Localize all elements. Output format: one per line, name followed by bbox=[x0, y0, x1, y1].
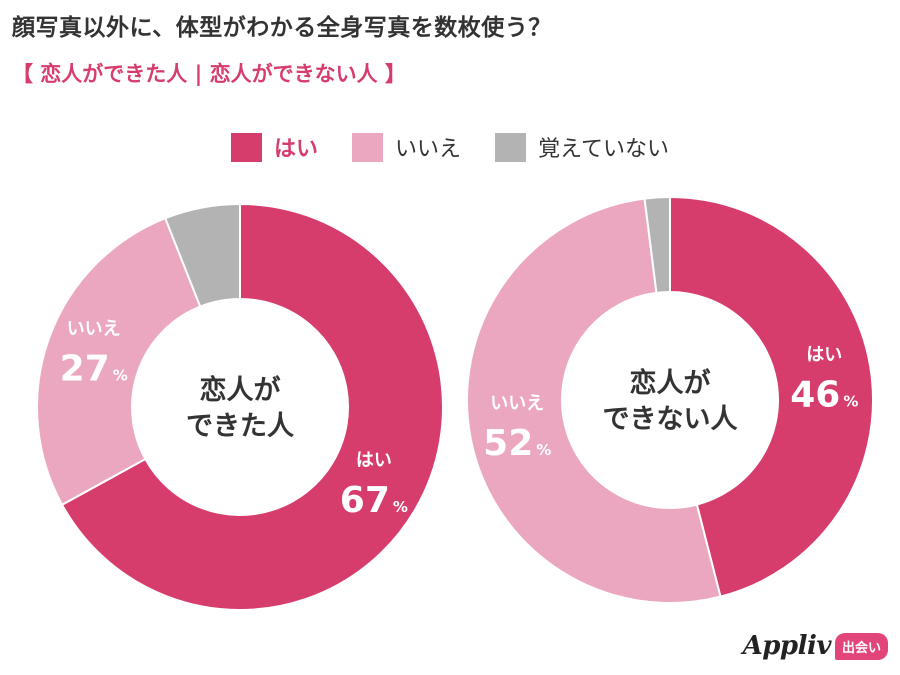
donut-slice-dont-remember bbox=[643, 195, 671, 294]
legend-item-yes: はい bbox=[231, 131, 318, 163]
slice-category-label-yes: はい bbox=[806, 345, 842, 366]
legend-swatch-no bbox=[352, 132, 384, 162]
slice-category-label-yes: はい bbox=[356, 450, 392, 471]
page-subtitle: 【 恋人ができた人 | 恋人ができない人 】 bbox=[12, 62, 406, 86]
page-title: 顔写真以外に、体型がわかる全身写真を数枚使う？ bbox=[12, 15, 552, 41]
donut-center-label-line-1: 恋人が bbox=[630, 367, 711, 399]
donut-slice-no bbox=[466, 197, 722, 604]
slice-value-label-yes: 67% bbox=[340, 480, 408, 521]
slice-value-label-yes: 46% bbox=[790, 375, 858, 416]
brand-logo: Appliv 出会い bbox=[743, 631, 888, 661]
brand-name: Appliv bbox=[742, 631, 832, 661]
legend-item-dont-remember: 覚えていない bbox=[495, 131, 669, 163]
donut-center-label-line-1: 恋人が bbox=[200, 374, 281, 406]
donut-center-label-line-2: できない人 bbox=[603, 404, 738, 435]
donut-slice-dont-remember bbox=[163, 202, 241, 308]
slice-value-label-no: 27% bbox=[60, 348, 128, 389]
donut-chart-1: はい 67 % いいえ 27% 恋人ができた人 bbox=[36, 202, 444, 611]
donut-center-label-line-2: できた人 bbox=[186, 411, 294, 442]
legend-item-no: いいえ bbox=[352, 131, 461, 163]
legend-label-no: いいえ bbox=[395, 137, 462, 162]
slice-category-label-no: いいえ bbox=[490, 393, 544, 414]
slice-value-label-no: 52% bbox=[483, 423, 551, 464]
legend-label-yes: はい bbox=[274, 137, 319, 162]
brand-badge: 出会い bbox=[834, 632, 888, 660]
legend-swatch-yes bbox=[231, 132, 263, 162]
donut-chart-2: はい 46 % いいえ 52 % 恋人ができない人 bbox=[466, 195, 874, 604]
slice-category-label-no: いいえ bbox=[67, 318, 121, 339]
donut-slice-yes bbox=[60, 202, 444, 611]
legend-label-dont-remember: 覚えていない bbox=[538, 137, 669, 162]
donut-slice-yes bbox=[669, 195, 874, 598]
legend-swatch-dont-remember bbox=[495, 132, 527, 162]
donut-slice-no bbox=[36, 216, 202, 507]
chart-legend: はい いいえ 覚えていない bbox=[0, 131, 900, 163]
